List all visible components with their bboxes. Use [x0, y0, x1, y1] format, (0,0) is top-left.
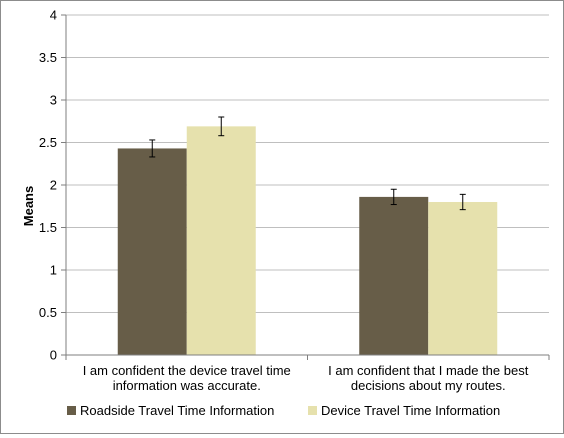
bar — [359, 196, 429, 355]
y-tick-label: 3 — [50, 93, 57, 108]
y-tick-label: 1 — [50, 263, 57, 278]
error-bar — [149, 139, 156, 158]
y-tick-label: 1.5 — [39, 220, 57, 235]
bar — [186, 126, 256, 355]
error-bars — [149, 116, 466, 211]
y-tick-label: 3.5 — [39, 50, 57, 65]
legend-label: Roadside Travel Time Information — [80, 403, 274, 418]
legend-swatch — [308, 406, 317, 415]
legend-label: Device Travel Time Information — [321, 403, 500, 418]
axes — [65, 15, 550, 360]
bar — [428, 202, 498, 355]
y-tick-label: 2.5 — [39, 135, 57, 150]
y-axis-ticks: 0 0.5 1 1.5 2 2.5 3 3.5 4 — [39, 8, 66, 363]
legend: Roadside Travel Time Information Device T… — [67, 403, 500, 418]
y-axis-title: Means — [21, 186, 36, 226]
bars — [117, 126, 498, 355]
x-category-label: I am confident the device travel time inf… — [83, 363, 291, 393]
x-category-label: I am confident that I made the best decis… — [328, 363, 529, 393]
y-tick-label: 2 — [50, 178, 57, 193]
y-tick-label: 0 — [50, 348, 57, 363]
legend-swatch — [67, 406, 76, 415]
error-bar — [459, 193, 466, 211]
x-axis-category-labels: I am confident the device travel time inf… — [83, 363, 529, 393]
error-bar — [390, 188, 397, 206]
error-bar — [218, 116, 225, 137]
legend-item: Roadside Travel Time Information — [67, 403, 274, 418]
bar — [117, 148, 187, 355]
y-tick-label: 0.5 — [39, 305, 57, 320]
legend-item: Device Travel Time Information — [308, 403, 500, 418]
y-tick-label: 4 — [50, 8, 57, 23]
